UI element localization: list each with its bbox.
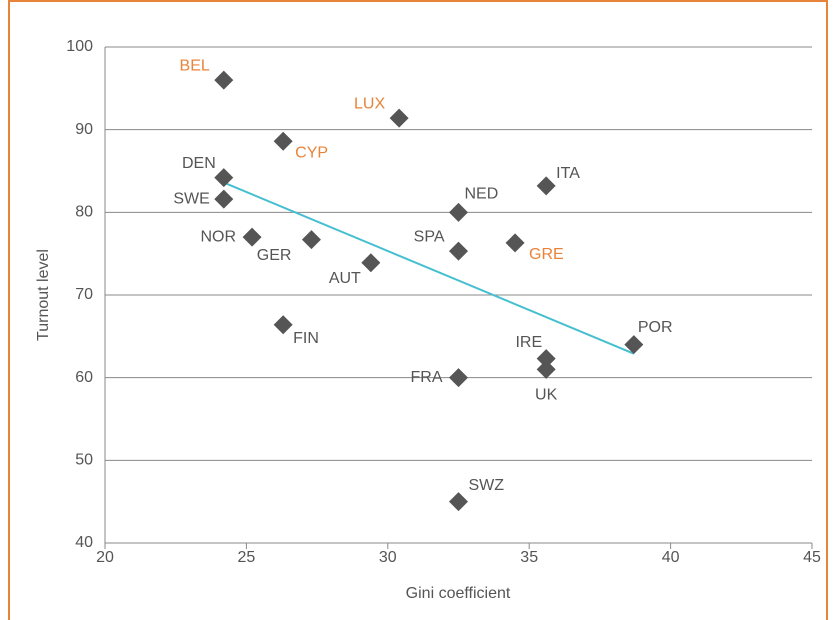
point [361, 253, 381, 273]
point-label: NED [465, 186, 499, 203]
point [505, 233, 525, 253]
point-label: DEN [182, 155, 216, 172]
point [449, 202, 468, 222]
point [449, 368, 468, 388]
point-label: FRA [411, 369, 443, 386]
point-label: LUX [354, 95, 385, 112]
x-axis-label: Gini coefficient [406, 585, 511, 602]
trendline [223, 181, 635, 355]
point [301, 230, 321, 250]
x-tick-label: 20 [96, 549, 114, 566]
point-label: GER [257, 247, 292, 264]
y-tick-label: 100 [66, 38, 93, 55]
x-tick-label: 25 [238, 549, 256, 566]
y-tick-label: 70 [75, 286, 93, 303]
point [536, 359, 556, 379]
y-axis-label: Turnout level [35, 249, 52, 341]
point-label: CYP [295, 144, 328, 161]
x-tick-label: 45 [803, 549, 821, 566]
point-label: SPA [414, 228, 445, 245]
point [536, 349, 556, 369]
point-label: AUT [329, 270, 361, 287]
point-label: NOR [200, 228, 236, 245]
point-label: IRE [515, 334, 542, 351]
point [214, 189, 234, 209]
point [214, 70, 234, 90]
point [273, 131, 293, 151]
point [242, 227, 262, 247]
point [214, 168, 234, 188]
point-label: FIN [293, 330, 319, 347]
x-tick-label: 40 [662, 549, 680, 566]
point-label: SWE [173, 190, 209, 207]
point [389, 108, 409, 128]
point [449, 492, 468, 512]
point-label: ITA [556, 165, 580, 182]
point-label: POR [638, 319, 673, 336]
point-label: BEL [180, 57, 210, 74]
y-tick-label: 90 [75, 121, 93, 138]
y-tick-label: 60 [75, 369, 93, 386]
y-tick-label: 40 [75, 534, 93, 551]
x-tick-label: 30 [379, 549, 397, 566]
point [536, 176, 556, 196]
point-label: SWZ [469, 477, 505, 494]
point [273, 315, 293, 335]
point-label: UK [535, 387, 558, 404]
y-tick-label: 80 [75, 204, 93, 221]
point-label: GRE [529, 246, 564, 263]
point [624, 335, 644, 355]
point [449, 241, 468, 261]
y-tick-label: 50 [75, 452, 93, 469]
x-tick-label: 35 [520, 549, 538, 566]
